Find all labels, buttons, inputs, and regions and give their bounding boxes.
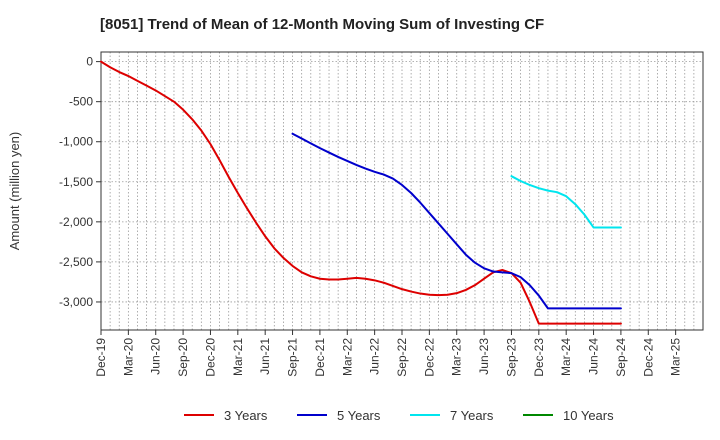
x-tick-label: Sep-23 [504,338,518,377]
x-tick-label: Sep-21 [286,338,300,377]
x-tick-label: Dec-23 [532,338,546,377]
x-tick-label: Dec-20 [203,338,217,377]
x-tick-label: Mar-21 [231,338,245,376]
y-tick-label: -500 [69,95,93,109]
legend-label: 7 Years [450,408,494,423]
y-tick-label: -2,500 [59,255,93,269]
y-tick-label: -1,000 [59,135,93,149]
x-tick-label: Jun-22 [368,338,382,375]
x-tick-label: Jun-23 [477,338,491,375]
y-tick-label: 0 [86,55,93,69]
x-tick-label: Mar-22 [340,338,354,376]
x-tick-label: Sep-24 [614,338,628,377]
legend: 3 Years 5 Years 7 Years 10 Years [184,408,614,423]
legend-label: 5 Years [337,408,381,423]
x-tick-label: Dec-19 [94,338,108,377]
x-tick-label: Jun-20 [149,338,163,375]
y-tick-label: -3,000 [59,295,93,309]
x-tick-label: Jun-24 [587,338,601,375]
legend-label: 10 Years [563,408,614,423]
x-tick-label: Sep-20 [176,338,190,377]
x-tick-label: Sep-22 [395,338,409,377]
legend-label: 3 Years [224,408,268,423]
series-line-3-years [100,60,622,325]
x-tick-label: Mar-20 [121,338,135,376]
x-tick-label: Dec-24 [641,338,655,377]
series-line-5-years [291,132,622,310]
plot-area: 0 -500 -1,000 -1,500 -2,000 -2,500 -3,000 Dec-1… [59,51,704,377]
x-tick-label: Mar-24 [559,338,573,376]
series-line-7-years [510,175,622,229]
y-tick-label: -1,500 [59,175,93,189]
y-axis-label: Amount (million yen) [7,132,22,251]
x-tick-label: Mar-25 [669,338,683,376]
chart-title: [8051] Trend of Mean of 12-Month Moving … [100,16,544,33]
x-tick-label: Dec-21 [313,338,327,377]
y-tick-label: -2,000 [59,215,93,229]
plot-border [100,51,704,331]
x-tick-label: Dec-22 [422,338,436,377]
x-tick-label: Jun-21 [258,338,272,375]
x-tick-label: Mar-23 [450,338,464,376]
